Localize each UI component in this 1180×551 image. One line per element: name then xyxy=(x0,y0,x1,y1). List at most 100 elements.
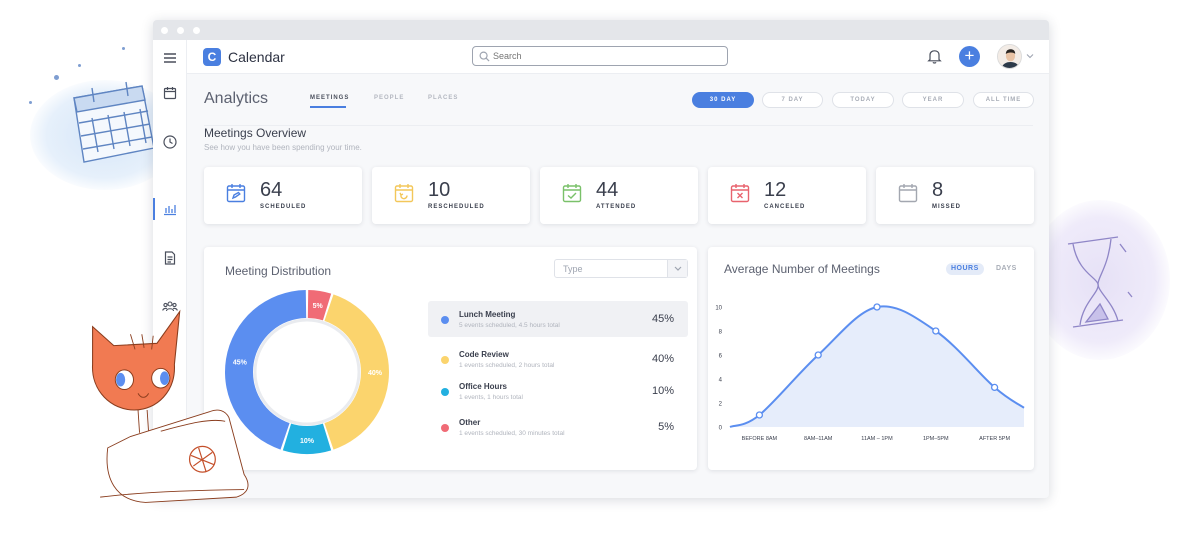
menu-icon[interactable] xyxy=(162,50,178,66)
legend-name: Code Review xyxy=(459,350,509,359)
tab-people[interactable]: PEOPLE xyxy=(374,95,405,101)
decorative-blob-right xyxy=(1030,200,1170,360)
legend-item-lunch-meeting[interactable]: Lunch Meeting 5 events scheduled, 4.5 ho… xyxy=(428,301,688,337)
decorative-dot xyxy=(29,101,32,104)
tab-meetings[interactable]: MEETINGS xyxy=(310,95,350,101)
app-logo: C xyxy=(203,48,221,66)
stat-value: 44 xyxy=(596,179,619,201)
donut-slice-label: 5% xyxy=(313,303,324,310)
y-tick-label: 4 xyxy=(719,378,723,384)
calendar-reschedule-icon xyxy=(394,184,414,203)
donut-slice[interactable] xyxy=(282,423,332,454)
average-title: Average Number of Meetings xyxy=(724,262,880,276)
hourglass-illustration-icon xyxy=(1067,236,1133,328)
area-fill xyxy=(730,306,1024,427)
legend-dot xyxy=(441,424,449,432)
search-input[interactable] xyxy=(493,49,718,63)
period-7-day-button[interactable]: 7 DAY xyxy=(762,92,823,108)
type-select[interactable]: Type xyxy=(554,259,688,278)
legend-pct: 10% xyxy=(651,385,674,397)
analytics-icon[interactable] xyxy=(162,201,178,217)
stat-label: RESCHEDULED xyxy=(428,204,485,210)
plus-icon: + xyxy=(964,46,975,65)
calendar-missed-icon xyxy=(898,184,918,203)
legend-pct: 5% xyxy=(658,421,674,433)
overview-title: Meetings Overview xyxy=(204,126,307,140)
x-tick-label: AFTER 5PM xyxy=(979,436,1010,442)
x-tick-label: 1PM–5PM xyxy=(923,436,949,442)
legend-name: Lunch Meeting xyxy=(459,310,516,319)
legend-name: Other xyxy=(459,418,481,427)
toggle-days[interactable]: DAYS xyxy=(996,265,1017,272)
document-icon[interactable] xyxy=(162,250,178,266)
legend-desc: 5 events scheduled, 4.5 hours total xyxy=(459,322,560,329)
distribution-card: Meeting Distribution Type 5% 40% 10% 45% Lu… xyxy=(204,247,697,470)
chevron-down-icon[interactable] xyxy=(1026,53,1034,59)
period-year-button[interactable]: YEAR xyxy=(902,92,964,108)
donut-slice[interactable] xyxy=(307,290,332,321)
y-tick-label: 2 xyxy=(719,402,723,408)
y-tick-label: 8 xyxy=(719,330,723,336)
x-tick-label: 11AM – 1PM xyxy=(861,436,893,442)
calendar-cancel-icon xyxy=(730,184,750,203)
tab-active-underline xyxy=(310,106,346,108)
legend-item-office-hours[interactable]: Office Hours 1 events, 1 hours total 10% xyxy=(428,373,688,409)
y-tick-label: 0 xyxy=(719,426,723,432)
period-today-button[interactable]: TODAY xyxy=(832,92,894,108)
stat-card-rescheduled[interactable]: 10 RESCHEDULED xyxy=(372,167,530,224)
avatar[interactable] xyxy=(997,44,1022,69)
donut-slice[interactable] xyxy=(225,290,307,450)
overview-subtitle: See how you have been spending your time… xyxy=(204,143,362,152)
tab-places[interactable]: PLACES xyxy=(428,95,459,101)
user-portrait-icon xyxy=(998,45,1021,68)
bell-icon[interactable] xyxy=(927,48,942,64)
decorative-dot xyxy=(78,64,81,67)
data-point[interactable] xyxy=(932,327,940,335)
decorative-dot xyxy=(122,47,125,50)
period-all-time-button[interactable]: ALL TIME xyxy=(973,92,1034,108)
average-area-chart: 0 2 4 6 8 10 BEFORE 8AM 8AM–11AM 11AM – 1PM 1PM–5… xyxy=(715,303,1025,442)
select-caret xyxy=(667,260,687,277)
stat-card-scheduled[interactable]: 64 SCHEDULED xyxy=(204,167,362,224)
data-point[interactable] xyxy=(755,411,764,419)
header-divider xyxy=(204,125,1033,126)
data-point[interactable] xyxy=(873,303,881,311)
calendar-illustration-icon xyxy=(73,81,155,163)
window-maximize-dot[interactable] xyxy=(193,27,200,34)
stat-card-missed[interactable]: 8 MISSED xyxy=(876,167,1034,224)
donut-slice-label: 10% xyxy=(300,438,315,445)
legend-item-other[interactable]: Other 1 events scheduled, 30 minutes tot… xyxy=(428,409,688,445)
stat-label: MISSED xyxy=(932,204,962,210)
add-event-button[interactable]: + xyxy=(959,46,980,67)
type-select-value: Type xyxy=(563,264,583,274)
donut-slice-label: 40% xyxy=(368,370,383,377)
calendar-icon[interactable] xyxy=(162,85,178,101)
users-icon[interactable] xyxy=(162,298,178,314)
y-tick-label: 10 xyxy=(715,306,722,312)
stat-card-canceled[interactable]: 12 CANCELED xyxy=(708,167,866,224)
data-point[interactable] xyxy=(990,383,999,392)
legend-item-code-review[interactable]: Code Review 1 events scheduled, 2 hours … xyxy=(428,341,688,377)
calendar-edit-icon xyxy=(226,184,246,203)
distribution-title: Meeting Distribution xyxy=(225,264,332,278)
decorative-dot xyxy=(54,75,59,80)
sidebar-active-indicator xyxy=(153,198,155,220)
main-content: Analytics MEETINGS PEOPLE PLACES 30 DAY … xyxy=(187,74,1049,498)
stat-card-attended[interactable]: 44 ATTENDED xyxy=(540,167,698,224)
stat-label: ATTENDED xyxy=(596,204,637,210)
legend-desc: 1 events scheduled, 30 minutes total xyxy=(459,430,565,437)
toggle-hours[interactable]: HOURS xyxy=(946,263,984,275)
top-bar: C Calendar + xyxy=(187,40,1049,74)
period-30-day-button[interactable]: 30 DAY xyxy=(692,92,754,108)
stat-value: 64 xyxy=(260,179,283,201)
donut-slice[interactable] xyxy=(324,294,389,450)
y-tick-label: 6 xyxy=(719,354,723,360)
window-close-dot[interactable] xyxy=(161,27,168,34)
clock-icon[interactable] xyxy=(162,134,178,150)
x-tick-label: 8AM–11AM xyxy=(804,436,833,442)
data-point[interactable] xyxy=(814,351,822,359)
calendar-check-icon xyxy=(562,184,582,203)
legend-desc: 1 events, 1 hours total xyxy=(459,394,523,401)
window-minimize-dot[interactable] xyxy=(177,27,184,34)
average-meetings-card: Average Number of Meetings HOURS DAYS 0 2… xyxy=(708,247,1034,470)
